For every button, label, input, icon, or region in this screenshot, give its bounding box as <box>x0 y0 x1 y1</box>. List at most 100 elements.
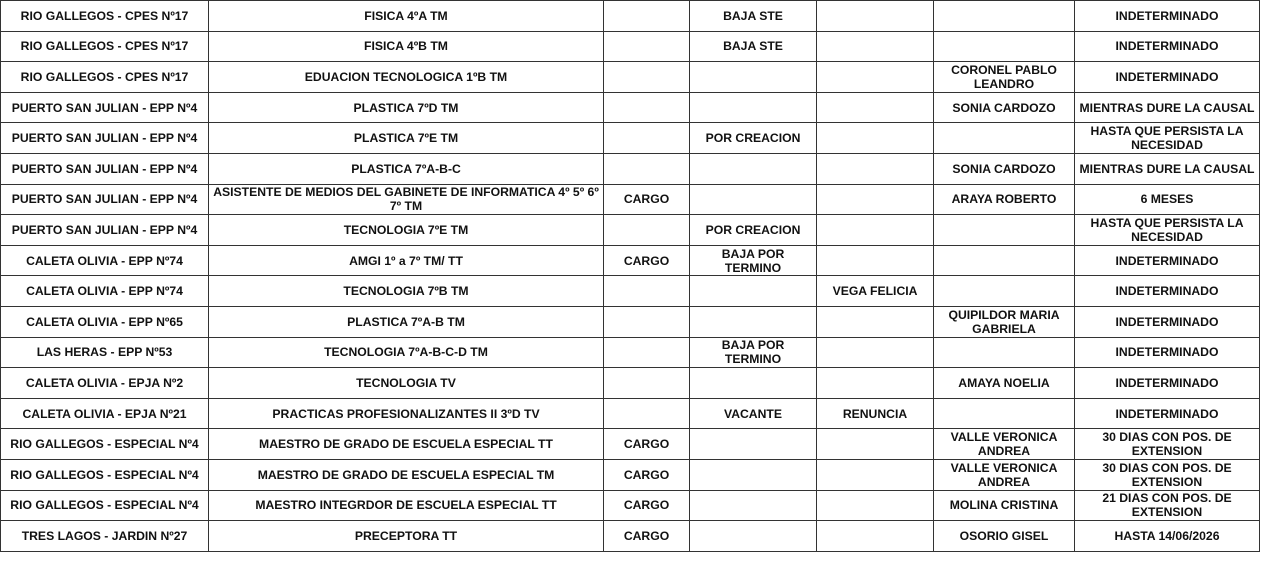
cell-duration: INDETERMINADO <box>1074 275 1260 307</box>
cell-subject: TECNOLOGIA 7ºB TM <box>208 275 604 307</box>
cell-reason <box>689 489 817 522</box>
cell-school: LAS HERAS - EPP Nº53 <box>0 336 209 369</box>
cell-school: RIO GALLEGOS - CPES Nº17 <box>0 30 209 63</box>
cell-current-holder <box>933 30 1075 63</box>
cell-duration: MIENTRAS DURE LA CAUSAL <box>1074 152 1260 185</box>
cell-school: PUERTO SAN JULIAN - EPP Nº4 <box>0 91 209 124</box>
cell-school: CALETA OLIVIA - EPP Nº74 <box>0 244 209 277</box>
cell-reason: POR CREACION <box>689 214 817 246</box>
cell-duration: INDETERMINADO <box>1074 30 1260 63</box>
table-row: TRES LAGOS - JARDIN Nº27 PRECEPTORA TT CAR… <box>0 520 1260 552</box>
cell-current-holder: ARAYA ROBERTO <box>933 183 1075 216</box>
cell-previous-holder: RENUNCIA <box>816 397 934 430</box>
cell-previous-holder <box>816 305 934 338</box>
cell-subject: ASISTENTE DE MEDIOS DEL GABINETE DE INFO… <box>208 183 604 216</box>
cell-subject: TECNOLOGIA TV <box>208 367 604 399</box>
table-row: PUERTO SAN JULIAN - EPP Nº4 PLASTICA 7ºD … <box>0 91 1260 124</box>
cell-duration: 30 DIAS CON POS. DE EXTENSION <box>1074 458 1260 491</box>
table-row: RIO GALLEGOS - CPES Nº17 FISICA 4ºA TM BAJ… <box>0 0 1260 32</box>
cell-reason: BAJA POR TERMINO <box>689 336 817 369</box>
cell-duration: 30 DIAS CON POS. DE EXTENSION <box>1074 428 1260 460</box>
cell-subject: TECNOLOGIA 7ºE TM <box>208 214 604 246</box>
cell-reason <box>689 458 817 491</box>
cell-previous-holder <box>816 244 934 277</box>
table-row: PUERTO SAN JULIAN - EPP Nº4 ASISTENTE DE … <box>0 183 1260 216</box>
cell-type <box>603 214 690 246</box>
cell-current-holder: CORONEL PABLO LEANDRO <box>933 61 1075 93</box>
cell-school: RIO GALLEGOS - ESPECIAL Nº4 <box>0 489 209 522</box>
cell-previous-holder <box>816 183 934 216</box>
cell-current-holder <box>933 214 1075 246</box>
cell-type <box>603 61 690 93</box>
cell-subject: EDUACION TECNOLOGICA 1ºB TM <box>208 61 604 93</box>
cell-school: CALETA OLIVIA - EPJA Nº21 <box>0 397 209 430</box>
cell-duration: INDETERMINADO <box>1074 305 1260 338</box>
cell-previous-holder <box>816 0 934 32</box>
cell-duration: 21 DIAS CON POS. DE EXTENSION <box>1074 489 1260 522</box>
cell-subject: PLASTICA 7ºD TM <box>208 91 604 124</box>
cell-reason <box>689 520 817 552</box>
table-row: CALETA OLIVIA - EPJA Nº21 PRACTICAS PROFE… <box>0 397 1260 430</box>
cell-reason <box>689 61 817 93</box>
cell-school: TRES LAGOS - JARDIN Nº27 <box>0 520 209 552</box>
cell-school: CALETA OLIVIA - EPJA Nº2 <box>0 367 209 399</box>
cell-current-holder: SONIA CARDOZO <box>933 152 1075 185</box>
cell-reason <box>689 183 817 216</box>
cell-current-holder <box>933 244 1075 277</box>
cell-previous-holder <box>816 30 934 63</box>
cell-subject: FISICA 4ºA TM <box>208 0 604 32</box>
cell-school: RIO GALLEGOS - CPES Nº17 <box>0 61 209 93</box>
cell-type: CARGO <box>603 458 690 491</box>
cell-type: CARGO <box>603 244 690 277</box>
cell-type <box>603 336 690 369</box>
table-row: RIO GALLEGOS - ESPECIAL Nº4 MAESTRO DE GR… <box>0 458 1260 491</box>
cell-subject: PLASTICA 7ºA-B-C <box>208 152 604 185</box>
table-row: PUERTO SAN JULIAN - EPP Nº4 TECNOLOGIA 7º… <box>0 214 1260 246</box>
cell-previous-holder <box>816 458 934 491</box>
cell-school: CALETA OLIVIA - EPP Nº74 <box>0 275 209 307</box>
cell-previous-holder <box>816 428 934 460</box>
cell-type: CARGO <box>603 489 690 522</box>
cell-school: RIO GALLEGOS - CPES Nº17 <box>0 0 209 32</box>
table-row: PUERTO SAN JULIAN - EPP Nº4 PLASTICA 7ºA-… <box>0 152 1260 185</box>
cell-subject: PLASTICA 7ºE TM <box>208 122 604 154</box>
cell-reason: BAJA POR TERMINO <box>689 244 817 277</box>
cell-reason <box>689 275 817 307</box>
cell-subject: PLASTICA 7ºA-B TM <box>208 305 604 338</box>
cell-type <box>603 367 690 399</box>
cell-current-holder: OSORIO GISEL <box>933 520 1075 552</box>
cell-duration: HASTA QUE PERSISTA LA NECESIDAD <box>1074 214 1260 246</box>
cell-reason: BAJA STE <box>689 0 817 32</box>
table-row: PUERTO SAN JULIAN - EPP Nº4 PLASTICA 7ºE … <box>0 122 1260 154</box>
table-row: CALETA OLIVIA - EPP Nº74 TECNOLOGIA 7ºB T… <box>0 275 1260 307</box>
cell-current-holder <box>933 275 1075 307</box>
cell-duration: HASTA QUE PERSISTA LA NECESIDAD <box>1074 122 1260 154</box>
cell-previous-holder <box>816 336 934 369</box>
cell-duration: INDETERMINADO <box>1074 336 1260 369</box>
cell-school: RIO GALLEGOS - ESPECIAL Nº4 <box>0 458 209 491</box>
cell-reason <box>689 367 817 399</box>
table-row: RIO GALLEGOS - ESPECIAL Nº4 MAESTRO INTEG… <box>0 489 1260 522</box>
cell-reason: POR CREACION <box>689 122 817 154</box>
cell-current-holder <box>933 336 1075 369</box>
table-row: RIO GALLEGOS - CPES Nº17 FISICA 4ºB TM BAJ… <box>0 30 1260 63</box>
cell-subject: MAESTRO DE GRADO DE ESCUELA ESPECIAL TM <box>208 458 604 491</box>
cell-type: CARGO <box>603 520 690 552</box>
table-row: RIO GALLEGOS - CPES Nº17 EDUACION TECNOLO… <box>0 61 1260 93</box>
cell-duration: 6 MESES <box>1074 183 1260 216</box>
cell-subject: PRACTICAS PROFESIONALIZANTES II 3ºD TV <box>208 397 604 430</box>
cell-type <box>603 122 690 154</box>
cell-duration: MIENTRAS DURE LA CAUSAL <box>1074 91 1260 124</box>
table-row: RIO GALLEGOS - ESPECIAL Nº4 MAESTRO DE GR… <box>0 428 1260 460</box>
cell-reason <box>689 91 817 124</box>
cell-duration: INDETERMINADO <box>1074 0 1260 32</box>
cell-subject: PRECEPTORA TT <box>208 520 604 552</box>
cell-duration: INDETERMINADO <box>1074 367 1260 399</box>
cell-current-holder: QUIPILDOR MARIA GABRIELA <box>933 305 1075 338</box>
cell-duration: INDETERMINADO <box>1074 61 1260 93</box>
cell-previous-holder <box>816 122 934 154</box>
cell-type: CARGO <box>603 428 690 460</box>
cell-current-holder <box>933 397 1075 430</box>
cell-school: PUERTO SAN JULIAN - EPP Nº4 <box>0 183 209 216</box>
cell-current-holder <box>933 0 1075 32</box>
